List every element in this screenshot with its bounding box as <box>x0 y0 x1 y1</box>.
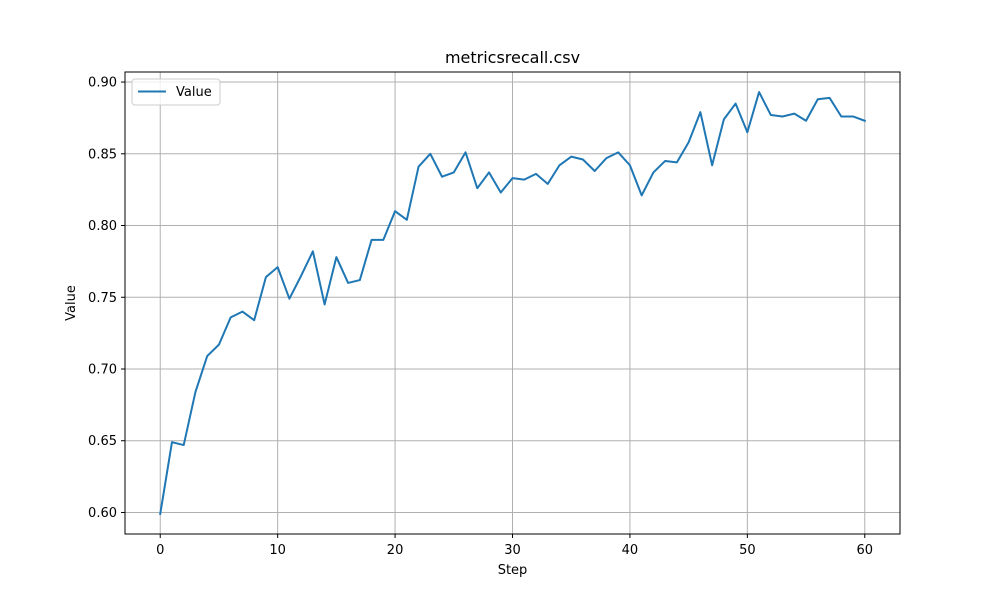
data-point <box>171 441 173 443</box>
data-point <box>512 177 514 179</box>
y-tick-label: 0.65 <box>88 434 117 449</box>
data-point <box>371 239 373 241</box>
data-point <box>535 173 537 175</box>
y-axis: 0.60 0.65 0.70 0.75 0.80 0.85 0.90 <box>88 76 125 521</box>
data-point <box>864 120 866 122</box>
data-point <box>652 171 654 173</box>
y-tick-label: 0.70 <box>88 363 117 378</box>
data-point <box>793 113 795 115</box>
data-point <box>735 103 737 105</box>
data-point <box>335 256 337 258</box>
x-axis: 0 10 20 30 40 50 60 <box>156 534 873 558</box>
data-point <box>852 115 854 117</box>
chart-title: metricsrecall.csv <box>445 48 580 67</box>
data-point <box>453 171 455 173</box>
data-point <box>312 250 314 252</box>
data-point <box>664 160 666 162</box>
y-tick-label: 0.90 <box>88 76 117 91</box>
data-point <box>641 194 643 196</box>
data-point <box>288 298 290 300</box>
x-tick-label: 60 <box>856 543 873 558</box>
data-point <box>758 91 760 93</box>
data-point <box>394 210 396 212</box>
data-point <box>406 219 408 221</box>
data-point <box>782 115 784 117</box>
data-point <box>594 170 596 172</box>
data-point <box>582 159 584 161</box>
x-tick-label: 10 <box>269 543 286 558</box>
data-point <box>347 282 349 284</box>
y-tick-label: 0.75 <box>88 291 117 306</box>
data-point <box>253 319 255 321</box>
data-point <box>699 111 701 113</box>
data-point <box>523 179 525 181</box>
data-point <box>324 303 326 305</box>
data-point <box>194 391 196 393</box>
data-point <box>206 355 208 357</box>
grid <box>125 72 900 534</box>
data-point <box>300 275 302 277</box>
data-point <box>570 156 572 158</box>
data-point <box>465 151 467 153</box>
data-point <box>183 444 185 446</box>
data-point <box>829 97 831 99</box>
data-point <box>359 279 361 281</box>
data-point <box>805 120 807 122</box>
x-tick-label: 0 <box>156 543 164 558</box>
data-point <box>558 164 560 166</box>
data-point <box>840 115 842 117</box>
data-point <box>230 316 232 318</box>
x-tick-label: 40 <box>622 543 639 558</box>
data-point <box>605 157 607 159</box>
data-point <box>723 118 725 120</box>
data-point <box>241 311 243 313</box>
data-point <box>277 266 279 268</box>
data-point <box>746 131 748 133</box>
data-point <box>770 114 772 116</box>
y-tick-label: 0.80 <box>88 219 117 234</box>
series-layer <box>159 91 867 516</box>
data-point <box>476 187 478 189</box>
data-point <box>218 344 220 346</box>
x-tick-label: 50 <box>739 543 756 558</box>
x-tick-label: 20 <box>387 543 404 558</box>
data-point <box>265 276 267 278</box>
data-point <box>617 151 619 153</box>
data-point <box>676 161 678 163</box>
data-point <box>382 239 384 241</box>
data-point <box>688 141 690 143</box>
y-axis-label: Value <box>64 285 79 321</box>
data-point <box>488 171 490 173</box>
series-line <box>159 91 867 516</box>
data-point <box>159 513 161 515</box>
data-point <box>711 164 713 166</box>
y-tick-label: 0.60 <box>88 506 117 521</box>
y-tick-label: 0.85 <box>88 147 117 162</box>
x-axis-label: Step <box>498 563 528 578</box>
data-point <box>418 166 420 168</box>
data-point <box>429 153 431 155</box>
legend-label: Value <box>176 85 212 100</box>
data-point <box>500 192 502 194</box>
data-point <box>629 164 631 166</box>
data-point <box>817 98 819 100</box>
x-tick-label: 30 <box>504 543 521 558</box>
legend: Value <box>131 78 221 106</box>
legend-box <box>131 78 221 106</box>
data-point <box>547 183 549 185</box>
data-point <box>441 176 443 178</box>
